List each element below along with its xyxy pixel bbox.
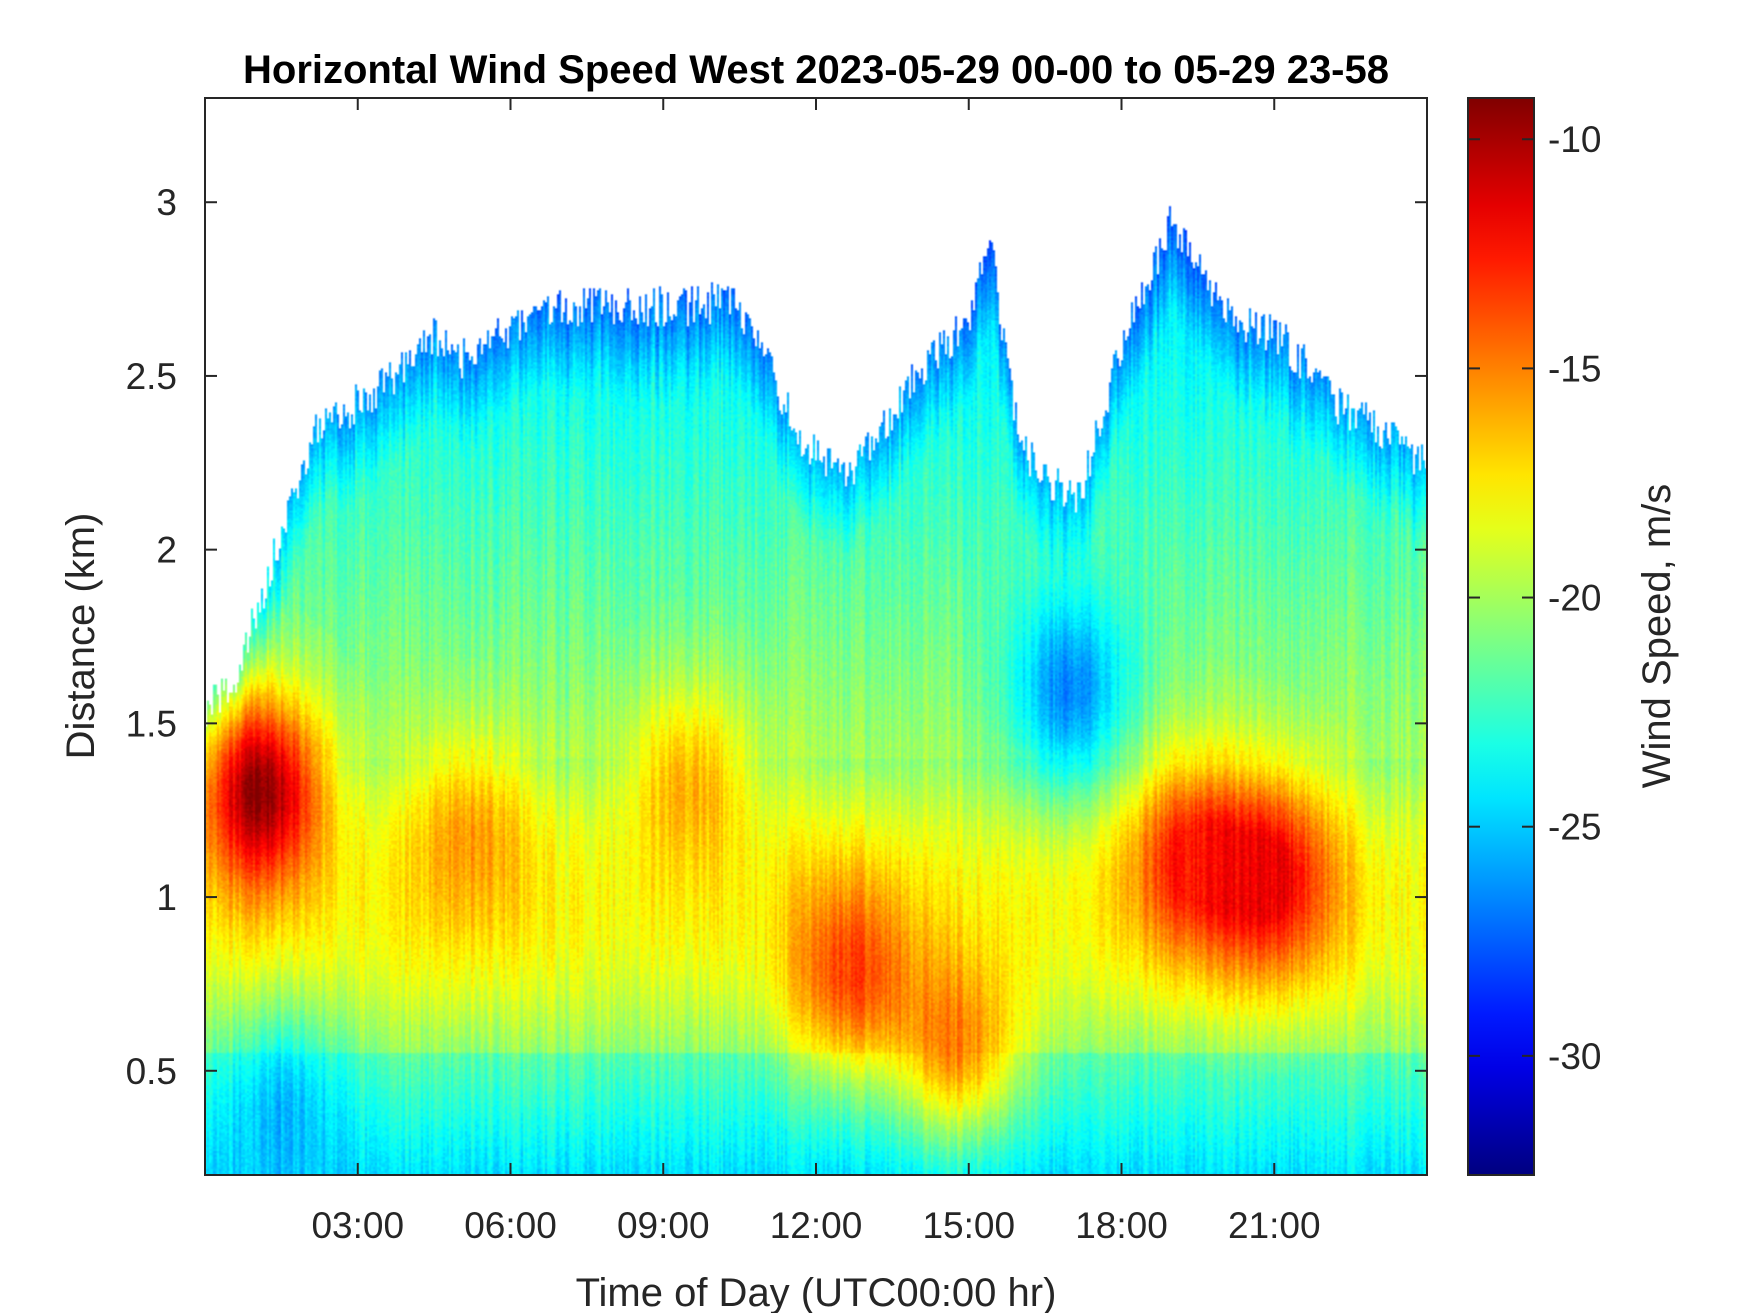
colorbar-tick-label: -20 — [1548, 578, 1601, 619]
x-tick-label: 03:00 — [311, 1205, 404, 1246]
colorbar: -10 -15 -20 -25 -30 Wind Speed, m/s — [1467, 97, 1679, 1176]
colorbar-tick-label: -25 — [1548, 807, 1601, 848]
x-tick-label: 21:00 — [1228, 1205, 1321, 1246]
y-tick-label: 1.5 — [126, 703, 177, 744]
y-tick-label: 2 — [156, 530, 177, 571]
x-axis: 03:00 06:00 09:00 12:00 15:00 18:00 21:00 — [311, 98, 1321, 1246]
chart-title: Horizontal Wind Speed West 2023-05-29 00… — [243, 48, 1389, 92]
y-axis: 0.5 1 1.5 2 2.5 3 — [126, 182, 1427, 1092]
y-tick-label: 3 — [156, 182, 177, 223]
y-axis-label: Distance (km) — [59, 513, 103, 760]
colorbar-scale — [1467, 97, 1535, 1176]
x-tick-label: 06:00 — [464, 1205, 557, 1246]
colorbar-ticks: -10 -15 -20 -25 -30 — [1468, 119, 1601, 1077]
plot-area: 03:00 06:00 09:00 12:00 15:00 18:00 21:00 0.5 1… — [126, 97, 1428, 1246]
x-tick-label: 12:00 — [770, 1205, 863, 1246]
wind-speed-heatmap — [205, 98, 1427, 1175]
y-tick-label: 2.5 — [126, 356, 177, 397]
colorbar-tick-label: -10 — [1548, 119, 1601, 160]
x-tick-label: 15:00 — [922, 1205, 1015, 1246]
colorbar-label: Wind Speed, m/s — [1635, 484, 1679, 789]
y-tick-label: 1 — [156, 877, 177, 918]
y-tick-label: 0.5 — [126, 1051, 177, 1092]
x-axis-label: Time of Day (UTC00:00 hr) — [576, 1271, 1057, 1313]
colorbar-tick-label: -30 — [1548, 1036, 1601, 1077]
x-tick-label: 09:00 — [617, 1205, 710, 1246]
colorbar-tick-label: -15 — [1548, 348, 1601, 389]
x-tick-label: 18:00 — [1075, 1205, 1168, 1246]
